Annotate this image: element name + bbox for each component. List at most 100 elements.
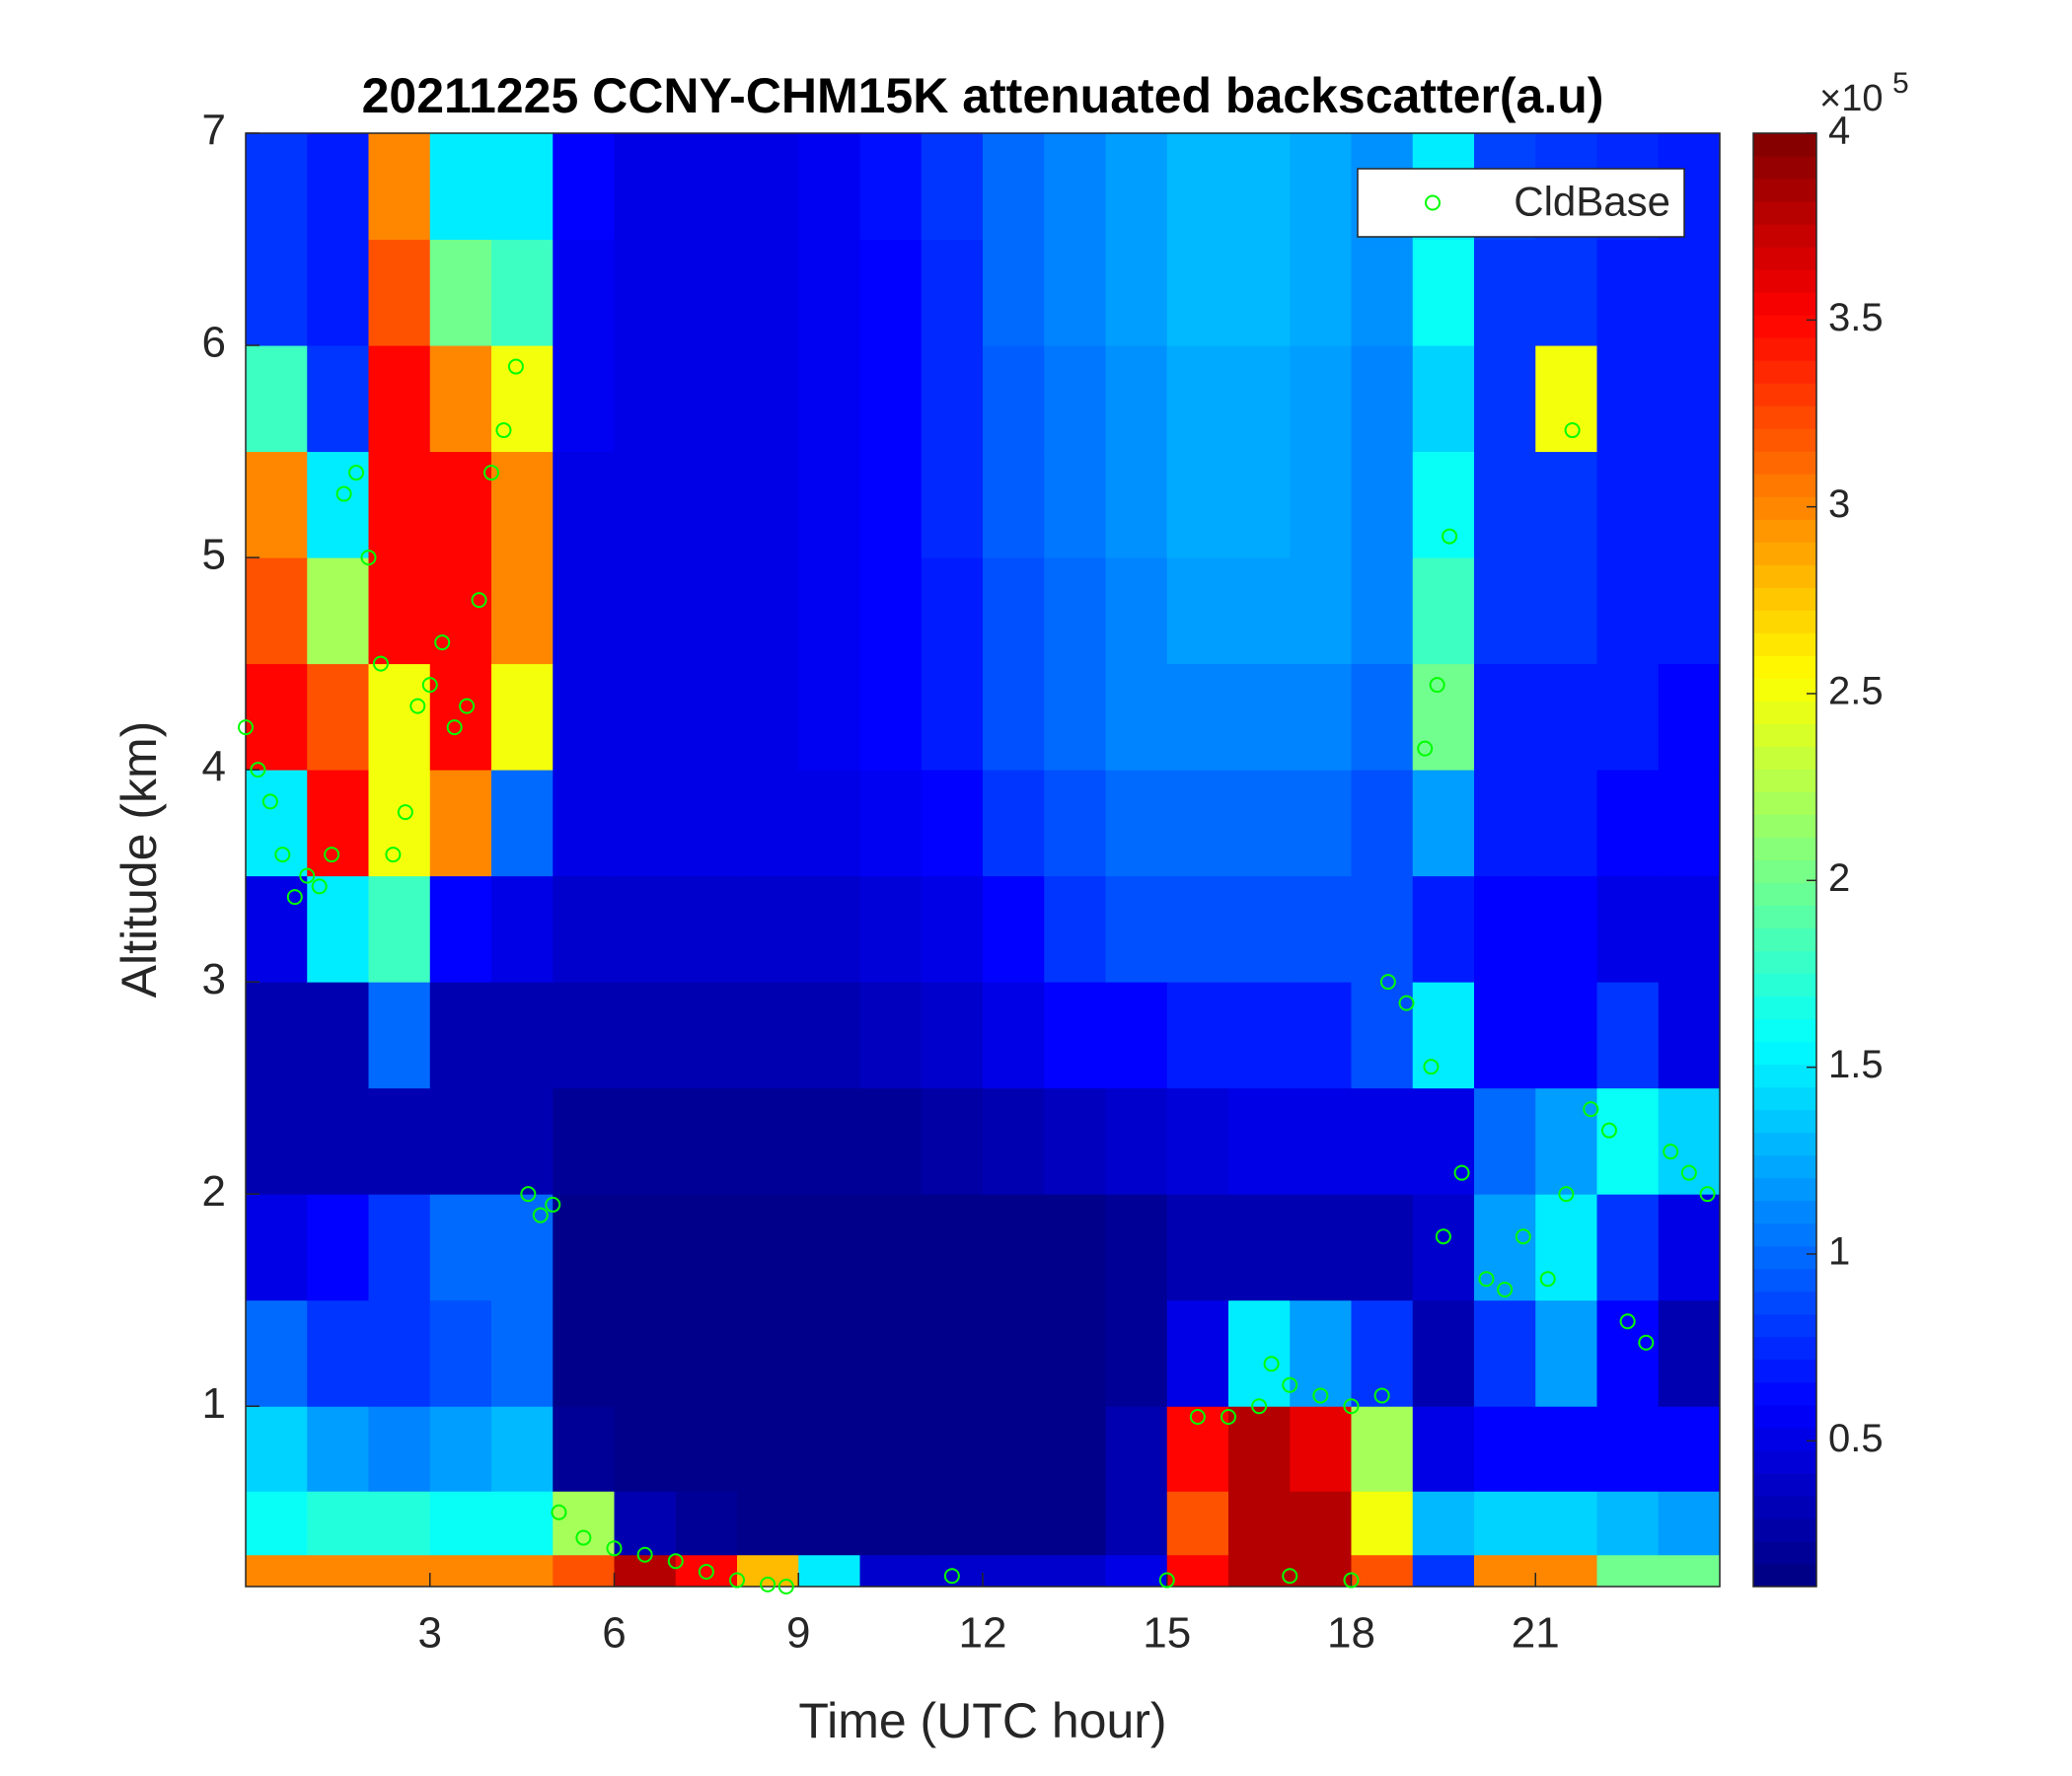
heatmap-cell (1290, 663, 1352, 771)
heatmap-cell (1228, 451, 1291, 558)
heatmap-cell (307, 1491, 369, 1556)
heatmap-cell (1228, 770, 1291, 877)
heatmap-cell (859, 663, 923, 771)
heatmap-cell (614, 982, 677, 1089)
heatmap-cell (798, 451, 860, 558)
colorbar-step (1753, 337, 1816, 361)
heatmap-cell (429, 1554, 492, 1588)
heatmap-cell (429, 133, 492, 241)
heatmap-cell (983, 1299, 1045, 1407)
heatmap-cell (429, 1299, 492, 1407)
heatmap-cell (921, 345, 984, 453)
cloud-base-point (943, 1568, 960, 1585)
cloud-base-point (1282, 1568, 1298, 1585)
heatmap-cell (798, 875, 860, 983)
colorbar-step (1753, 269, 1816, 293)
colorbar-step (1753, 292, 1816, 316)
heatmap-cell (921, 1491, 984, 1556)
colorbar-step (1753, 610, 1816, 633)
cloud-base-point (1558, 1186, 1575, 1203)
heatmap-cell (1412, 1087, 1475, 1195)
heatmap-cell (921, 451, 984, 558)
colorbar-step (1753, 496, 1816, 520)
heatmap-cell (1290, 1299, 1352, 1407)
heatmap-cell (1535, 451, 1597, 558)
heatmap-cell (1412, 345, 1475, 453)
heatmap-cell (553, 1194, 615, 1301)
colorbar-step (1753, 1495, 1816, 1519)
cloud-base-point (1539, 1271, 1556, 1288)
heatmap-cell (429, 1491, 492, 1556)
colorbar-step (1753, 1404, 1816, 1429)
heatmap-cell (246, 663, 308, 771)
heatmap-cell (1228, 345, 1291, 453)
heatmap-cell (1474, 451, 1536, 558)
heatmap-cell (859, 1491, 923, 1556)
heatmap-cell (983, 1194, 1045, 1301)
colorbar-step (1753, 1154, 1816, 1179)
cloud-base-point (446, 719, 463, 736)
cloud-base-point (698, 1563, 714, 1580)
heatmap-cell (1044, 133, 1106, 241)
heatmap-cell (1535, 345, 1597, 453)
heatmap-cell (798, 982, 860, 1089)
heatmap-cell (1474, 1299, 1536, 1407)
x-tick-label: 15 (1143, 1609, 1191, 1658)
heatmap-cell (429, 982, 492, 1089)
heatmap-cell (491, 133, 554, 241)
y-tick-label: 1 (202, 1379, 226, 1428)
heatmap-cell (491, 1194, 554, 1301)
heatmap-cell (246, 1554, 308, 1588)
heatmap-cell (1290, 1087, 1352, 1195)
colorbar-step (1753, 1222, 1816, 1247)
heatmap-cell (553, 1554, 615, 1588)
heatmap-cell (1044, 1491, 1106, 1556)
heatmap-cell (1474, 557, 1536, 665)
heatmap-cell (737, 1554, 799, 1588)
heatmap-cell (1596, 663, 1660, 771)
colorbar-step (1753, 1336, 1816, 1361)
heatmap-cell (1290, 1194, 1352, 1301)
x-tick-label: 21 (1512, 1609, 1560, 1658)
colorbar-step (1753, 1381, 1816, 1406)
heatmap-cell (675, 557, 738, 665)
heatmap-cell (983, 770, 1045, 877)
heatmap-cell (1535, 239, 1597, 346)
heatmap-cell (1535, 557, 1597, 665)
colorbar-step (1753, 769, 1816, 792)
cloud-base-point (348, 465, 365, 481)
heatmap-cell (1351, 770, 1414, 877)
heatmap-cell (1351, 1554, 1414, 1588)
heatmap-cell (983, 1554, 1045, 1588)
cloud-base-point (1312, 1387, 1329, 1404)
colorbar-step (1753, 360, 1816, 384)
heatmap-cell (491, 1406, 554, 1492)
heatmap-cell (1658, 451, 1721, 558)
heatmap-cell (246, 1087, 308, 1195)
heatmap-cell (1351, 239, 1414, 346)
heatmap-cell (1412, 1491, 1475, 1556)
heatmap-cell (1105, 1194, 1168, 1301)
cloud-base-point (250, 762, 266, 778)
heatmap-cell (553, 770, 615, 877)
heatmap-cell (1290, 875, 1352, 983)
heatmap-cell (1044, 1406, 1106, 1492)
colorbar-step (1753, 814, 1816, 838)
y-tick-label: 5 (202, 531, 226, 579)
heatmap-cell (553, 345, 615, 453)
heatmap-cell (368, 1554, 431, 1588)
heatmap-cell (737, 1194, 799, 1301)
heatmap-cell (1535, 1087, 1597, 1195)
heatmap-cell (429, 875, 492, 983)
heatmap-cell (1105, 982, 1168, 1089)
cloud-base-point (1442, 528, 1458, 545)
heatmap-cell (1166, 1491, 1229, 1556)
heatmap-cell (246, 875, 308, 983)
heatmap-cell (737, 982, 799, 1089)
x-tick-label: 12 (959, 1609, 1007, 1658)
heatmap-cell (368, 1194, 431, 1301)
heatmap-cell (1166, 1299, 1229, 1407)
cloud-base-point (1619, 1313, 1636, 1330)
heatmap-cell (1290, 982, 1352, 1089)
